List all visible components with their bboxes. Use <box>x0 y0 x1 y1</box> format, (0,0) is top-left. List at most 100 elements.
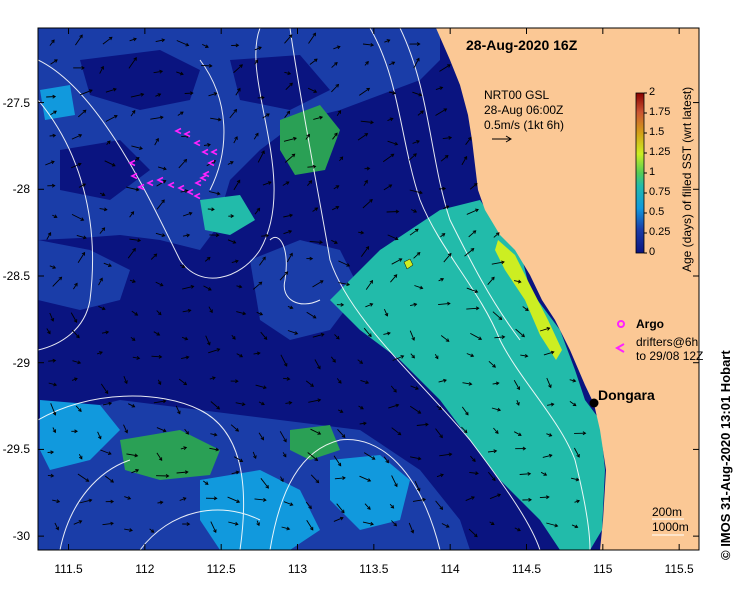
current-arrow-head <box>339 516 344 521</box>
current-arrow <box>105 115 118 122</box>
current-arrow-head <box>182 497 187 501</box>
current-arrow <box>209 447 219 451</box>
current-arrow-head <box>215 233 220 238</box>
current-arrow <box>77 252 85 263</box>
current-arrow-head <box>216 191 221 196</box>
current-arrow <box>363 452 376 460</box>
current-arrow <box>514 280 521 283</box>
current-arrow <box>71 163 82 169</box>
current-arrow-head <box>524 353 529 358</box>
current-arrow <box>487 450 497 453</box>
current-arrow-head <box>312 314 317 319</box>
current-arrow-head <box>239 458 244 462</box>
current-arrow-head <box>261 401 265 406</box>
current-arrow-head <box>314 207 319 211</box>
current-arrow <box>123 376 128 384</box>
current-arrow-head <box>385 459 389 464</box>
current-arrow-head <box>162 428 167 433</box>
current-arrow-head <box>314 457 319 461</box>
current-arrow <box>52 427 56 433</box>
current-arrow <box>307 87 317 93</box>
current-arrow-head <box>183 446 188 451</box>
current-arrow-head <box>159 69 164 74</box>
current-arrow <box>314 359 321 369</box>
current-arrow <box>409 228 419 236</box>
current-arrow-head <box>79 34 83 39</box>
drifter-marker <box>193 139 201 147</box>
current-arrow <box>333 185 339 190</box>
current-arrow-head <box>550 350 555 355</box>
current-arrow-head <box>233 108 238 113</box>
current-arrow <box>305 134 310 140</box>
current-arrow-head <box>52 265 57 269</box>
lat-tick-label: -29 <box>12 355 30 370</box>
current-arrow-head <box>207 142 211 147</box>
current-arrow <box>441 523 450 528</box>
current-arrow-head <box>493 449 498 454</box>
current-arrow-head <box>285 181 290 185</box>
current-arrow-head <box>111 162 116 167</box>
current-arrow <box>357 133 368 141</box>
current-arrow-head <box>317 365 321 370</box>
argo-legend-symbol <box>617 320 625 328</box>
current-arrow <box>539 496 549 499</box>
current-arrow-head <box>283 362 288 367</box>
current-arrow-head <box>256 522 260 527</box>
current-arrow <box>54 522 59 530</box>
current-arrow <box>156 452 163 461</box>
current-arrow-head <box>309 526 314 531</box>
current-arrow <box>382 153 394 163</box>
current-arrow <box>176 471 188 474</box>
current-arrow <box>227 496 240 503</box>
current-arrow <box>73 520 82 525</box>
current-arrow <box>466 209 479 215</box>
current-arrow <box>410 385 419 390</box>
current-arrow-head <box>50 160 55 165</box>
current-arrow-head <box>341 434 346 438</box>
current-arrow <box>435 428 443 438</box>
current-arrow <box>305 501 312 509</box>
current-arrow-head <box>262 385 267 390</box>
current-arrow <box>307 166 316 168</box>
current-arrow-head <box>81 251 86 256</box>
current-arrow-head <box>52 411 57 416</box>
current-arrow <box>438 302 450 306</box>
current-arrow <box>48 382 57 386</box>
current-arrow <box>333 46 341 50</box>
current-arrow <box>571 524 578 528</box>
current-arrow <box>410 303 417 307</box>
current-arrow-head <box>238 284 243 289</box>
current-arrow <box>391 520 397 527</box>
current-arrow <box>389 61 395 66</box>
current-arrow-head <box>425 422 429 427</box>
current-arrow <box>177 111 184 116</box>
current-arrow <box>334 477 346 480</box>
current-arrow-head <box>108 263 112 267</box>
current-arrow <box>287 330 298 335</box>
current-arrow <box>104 160 116 167</box>
current-arrow <box>439 453 452 457</box>
current-arrow-head <box>158 457 163 462</box>
current-arrow <box>543 351 554 356</box>
drifters-legend-line2: to 29/08 12Z <box>636 349 704 363</box>
current-arrow <box>99 66 104 74</box>
current-arrow-head <box>110 521 114 526</box>
current-arrow-head <box>186 522 191 526</box>
current-arrow <box>443 253 452 263</box>
current-arrow-head <box>365 380 370 385</box>
axis-ticks <box>38 28 699 550</box>
drifter-legend-symbol <box>614 343 625 353</box>
current-arrow-head <box>445 205 450 209</box>
current-arrow-head <box>365 245 370 250</box>
current-arrow-head <box>369 303 374 307</box>
current-arrow <box>129 238 141 242</box>
current-arrow-head <box>501 335 506 339</box>
current-arrow-head <box>266 113 270 117</box>
current-arrow-head <box>282 453 287 458</box>
current-arrow <box>284 153 295 163</box>
current-arrow <box>155 232 165 237</box>
current-arrow <box>359 88 370 96</box>
current-arrow-head <box>177 410 181 415</box>
current-arrow-head <box>517 279 522 284</box>
